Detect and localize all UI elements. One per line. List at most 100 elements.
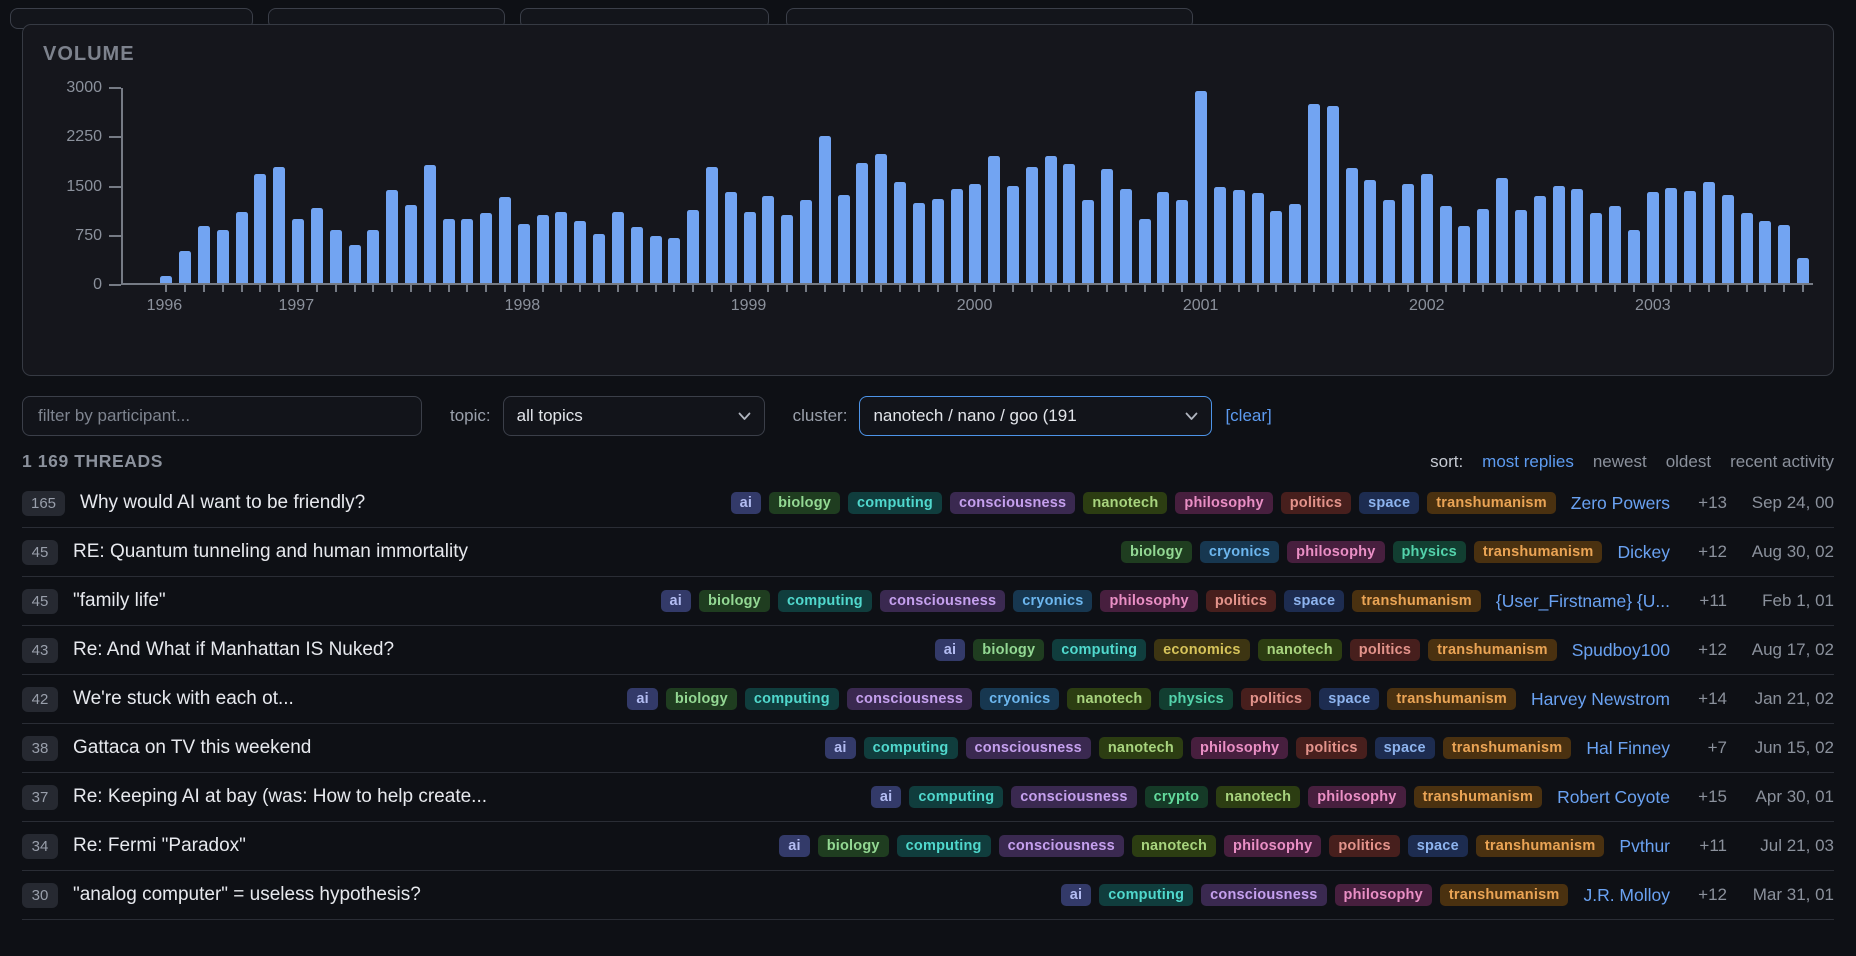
thread-row[interactable]: 42 We're stuck with each ot... ai biology co… [22,675,1834,724]
tag-pill-ai[interactable]: ai [1060,884,1092,906]
volume-bar [800,200,813,283]
tag-pill-space[interactable]: space [1319,688,1380,710]
cluster-select[interactable]: nanotech / nano / goo (191 [859,396,1213,436]
tag-pill-ai[interactable]: ai [825,737,856,759]
thread-author[interactable]: {User_Firstname} {U... [1495,590,1670,611]
sort-option-most-replies[interactable]: most replies [1482,452,1574,471]
thread-row[interactable]: 165 Why would AI want to be friendly? ai bi… [22,479,1834,528]
tag-pill-space[interactable]: space [1407,835,1468,857]
tag-pill-philosophy[interactable]: philosophy [1308,786,1406,808]
tag-pill-cryonics[interactable]: cryonics [1013,590,1093,612]
thread-row[interactable]: 45 "family life" ai biology computing conscio… [22,577,1834,626]
tag-pill-computing[interactable]: computing [1099,884,1194,906]
tag-pill-transhumanism[interactable]: transhumanism [1442,737,1572,759]
tag-pill-politics[interactable]: politics [1205,590,1277,612]
thread-author[interactable]: Zero Powers [1570,492,1670,513]
volume-bar [1402,184,1415,283]
thread-row[interactable]: 37 Re: Keeping AI at bay (was: How to hel… [22,773,1834,822]
tag-pill-computing[interactable]: computing [777,590,872,612]
tag-pill-politics[interactable]: politics [1296,737,1367,759]
tag-pill-philosophy[interactable]: philosophy [1100,590,1198,612]
tag-pill-nanotech[interactable]: nanotech [1257,639,1342,661]
tag-pill-consciousness[interactable]: consciousness [949,492,1076,514]
tag-pill-philosophy[interactable]: philosophy [1224,835,1322,857]
tag-pill-physics[interactable]: physics [1159,688,1233,710]
tag-pill-transhumanism[interactable]: transhumanism [1427,492,1556,514]
tag-pill-philosophy[interactable]: philosophy [1287,541,1385,563]
tag-pill-nanotech[interactable]: nanotech [1131,835,1217,857]
thread-row[interactable]: 34 Re: Fermi "Paradox" ai biology computing c… [22,822,1834,871]
tag-pill-biology[interactable]: biology [1120,541,1192,563]
tag-pill-transhumanism[interactable]: transhumanism [1387,688,1516,710]
tag-pill-ai[interactable]: ai [730,492,762,514]
tag-pill-politics[interactable]: politics [1329,835,1400,857]
tag-pill-consciousness[interactable]: consciousness [1011,786,1137,808]
tag-pill-biology[interactable]: biology [817,835,889,857]
tag-pill-transhumanism[interactable]: transhumanism [1475,835,1605,857]
tag-pill-space[interactable]: space [1359,492,1420,514]
thread-author[interactable]: Pvthur [1619,835,1670,856]
tag-pill-philosophy[interactable]: philosophy [1334,884,1432,906]
tag-pill-transhumanism[interactable]: transhumanism [1428,639,1557,661]
tag-pill-biology[interactable]: biology [973,639,1045,661]
thread-author[interactable]: Robert Coyote [1557,786,1670,807]
tag-pill-philosophy[interactable]: philosophy [1190,737,1289,759]
tag-pill-crypto[interactable]: crypto [1144,786,1209,808]
tag-pill-ai[interactable]: ai [870,786,902,808]
tag-pill-consciousness[interactable]: consciousness [998,835,1124,857]
tag-pill-computing[interactable]: computing [1052,639,1147,661]
tag-pill-nanotech[interactable]: nanotech [1083,492,1168,514]
participant-filter-input[interactable] [22,396,422,436]
tag-pill-ai[interactable]: ai [660,590,691,612]
tag-pill-computing[interactable]: computing [848,492,942,514]
sort-option-oldest[interactable]: oldest [1665,452,1712,471]
tag-pill-transhumanism[interactable]: transhumanism [1473,541,1603,563]
tag-pill-economics[interactable]: economics [1154,639,1250,661]
tag-pill-consciousness[interactable]: consciousness [1201,884,1327,906]
tag-pill-computing[interactable]: computing [909,786,1004,808]
thread-row[interactable]: 30 "analog computer" = useless hypothesis… [22,871,1834,920]
sort-option-recent-activity[interactable]: recent activity [1730,452,1834,471]
tag-pill-politics[interactable]: politics [1349,639,1421,661]
tag-pill-biology[interactable]: biology [769,492,841,514]
thread-row[interactable]: 38 Gattaca on TV this weekend ai computing c… [22,724,1834,773]
tag-pill-politics[interactable]: politics [1280,492,1352,514]
thread-author[interactable]: Hal Finney [1586,737,1670,758]
tag-pill-physics[interactable]: physics [1392,541,1466,563]
tag-pill-consciousness[interactable]: consciousness [965,737,1091,759]
thread-author[interactable]: Dickey [1617,541,1670,562]
thread-row[interactable]: 43 Re: And What if Manhattan IS Nuked? ai b… [22,626,1834,675]
topic-select[interactable]: all topics [502,396,765,436]
clear-cluster-link[interactable]: [clear] [1225,406,1272,425]
tag-pill-biology[interactable]: biology [665,688,737,710]
tag-pill-transhumanism[interactable]: transhumanism [1439,884,1569,906]
tag-pill-ai[interactable]: ai [934,639,966,661]
thread-author[interactable]: Spudboy100 [1571,639,1670,660]
tag-pill-nanotech[interactable]: nanotech [1067,688,1152,710]
sort-option-newest[interactable]: newest [1592,452,1647,471]
tag-pill-ai[interactable]: ai [779,835,810,857]
tag-pill-cryonics[interactable]: cryonics [980,688,1060,710]
tag-pill-consciousness[interactable]: consciousness [846,688,973,710]
tag-pill-philosophy[interactable]: philosophy [1175,492,1273,514]
tag-pill-consciousness[interactable]: consciousness [879,590,1006,612]
tag-pill-computing[interactable]: computing [896,835,991,857]
tag-pill-nanotech[interactable]: nanotech [1216,786,1301,808]
tag-pill-nanotech[interactable]: nanotech [1098,737,1183,759]
tag-pill-computing[interactable]: computing [863,737,958,759]
tag-pill-space[interactable]: space [1284,590,1345,612]
x-tick-mark [1519,285,1522,292]
tag-pill-politics[interactable]: politics [1240,688,1312,710]
tag-pill-transhumanism[interactable]: transhumanism [1413,786,1543,808]
tag-pill-ai[interactable]: ai [627,688,658,710]
tag-pill-transhumanism[interactable]: transhumanism [1352,590,1481,612]
tag-pill-biology[interactable]: biology [699,590,770,612]
tag-pill-computing[interactable]: computing [744,688,839,710]
volume-bar [216,229,229,283]
tag-pill-space[interactable]: space [1374,737,1435,759]
thread-author[interactable]: Harvey Newstrom [1530,688,1670,709]
tag-pill-cryonics[interactable]: cryonics [1199,541,1280,563]
thread-author[interactable]: J.R. Molloy [1583,884,1670,905]
thread-row[interactable]: 45 RE: Quantum tunneling and human immort… [22,528,1834,577]
bar-slot [1305,88,1324,292]
